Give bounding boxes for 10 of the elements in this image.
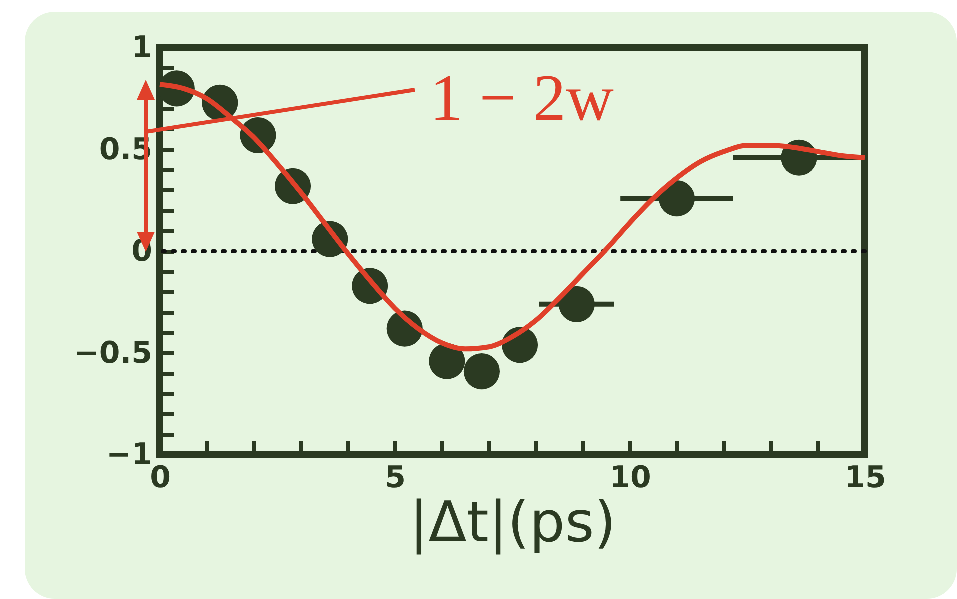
point bbox=[464, 354, 500, 390]
point bbox=[558, 286, 595, 322]
y-tick-label: 1 bbox=[132, 30, 152, 66]
point bbox=[429, 343, 466, 380]
y-tick-label: −1 bbox=[106, 438, 152, 472]
x-tick-label: 5 bbox=[385, 460, 406, 496]
point bbox=[658, 180, 696, 217]
x-tick-label: 15 bbox=[844, 460, 886, 496]
annotation: 1 − 2w bbox=[430, 62, 614, 135]
y-tick-label: −0.5 bbox=[74, 336, 152, 371]
